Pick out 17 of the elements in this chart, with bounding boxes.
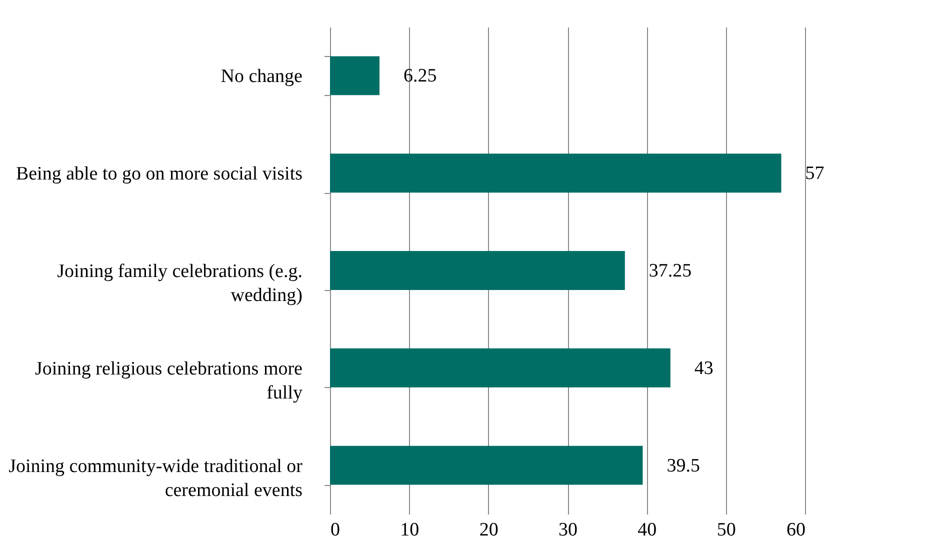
y-tick-label: Joining community-wide traditional or ceremonial events — [8, 456, 304, 501]
x-tick-label: 30 — [558, 520, 578, 540]
data-label: 39.5 — [666, 455, 700, 476]
y-tick-label: Joining religious celebrations more fully — [34, 358, 303, 404]
y-tick-label: No change — [220, 66, 302, 88]
x-tick-label: 60 — [786, 520, 806, 540]
data-label: 57 — [805, 163, 824, 184]
data-label: 37.25 — [648, 260, 692, 282]
data-label: 43 — [694, 358, 714, 379]
data-label: 6.25 — [403, 66, 437, 87]
y-tick-label: Joining family celebrations (e.g. wedding) — [57, 261, 302, 306]
x-tick-label: 40 — [638, 520, 657, 540]
x-tick-label: 10 — [400, 520, 420, 540]
x-tick-label: 0 — [330, 520, 340, 540]
x-tick-label: 50 — [716, 520, 736, 540]
x-tick-label: 20 — [479, 520, 498, 540]
y-tick-label: Being able to go on more social visits — [16, 164, 302, 185]
